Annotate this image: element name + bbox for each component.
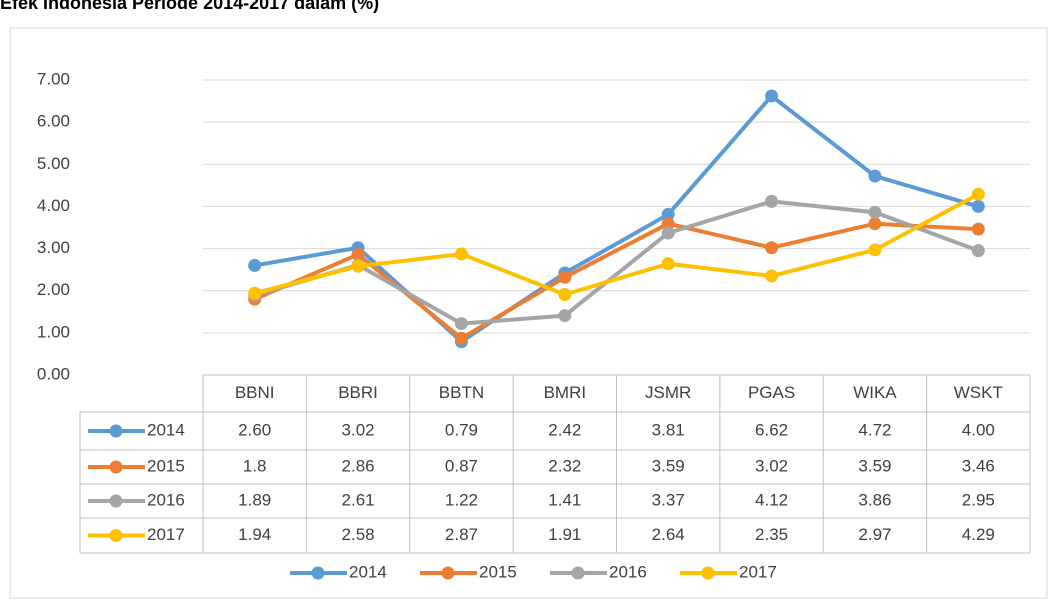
marker: [454, 317, 468, 331]
table-cell: 1.89: [238, 490, 271, 509]
chart-border: [9, 27, 1048, 599]
x-tick-label: WIKA: [853, 383, 897, 402]
legend-key-marker: [571, 566, 585, 580]
legend-key-marker: [701, 566, 715, 580]
marker: [248, 286, 262, 300]
x-tick-label: WSKT: [954, 383, 1003, 402]
marker: [765, 194, 779, 208]
marker: [765, 241, 779, 255]
marker: [765, 269, 779, 283]
legend-key-marker: [311, 566, 325, 580]
table-cell: 1.94: [238, 525, 271, 544]
marker: [971, 187, 985, 201]
table-cell: 2.95: [962, 490, 995, 509]
table-cell: 2.35: [755, 525, 788, 544]
table-cell: 4.72: [858, 420, 891, 439]
marker: [868, 217, 882, 231]
y-tick-label: 5.00: [37, 154, 70, 173]
marker: [351, 247, 365, 261]
legend-label: 2015: [479, 562, 517, 581]
table-cell: 3.02: [342, 420, 375, 439]
legend-label: 2017: [147, 525, 185, 544]
table-cell: 3.02: [755, 456, 788, 475]
marker: [971, 244, 985, 258]
marker: [351, 259, 365, 273]
table-cell: 2.58: [342, 525, 375, 544]
x-tick-label: BBRI: [338, 383, 378, 402]
table-cell: 1.22: [445, 490, 478, 509]
x-tick-label: PGAS: [748, 383, 795, 402]
y-tick-label: 1.00: [37, 322, 70, 341]
marker: [454, 247, 468, 261]
marker: [661, 257, 675, 271]
legend-key-marker: [109, 460, 123, 474]
table-cell: 2.97: [858, 525, 891, 544]
y-tick-label: 0.00: [37, 364, 70, 383]
series-line: [254, 199, 980, 326]
legend-label: 2016: [609, 562, 647, 581]
y-tick-label: 3.00: [37, 238, 70, 257]
x-tick-label: BBNI: [235, 383, 275, 402]
y-tick-label: 4.00: [37, 196, 70, 215]
legend-label: 2017: [739, 562, 777, 581]
series-line: [253, 221, 979, 341]
table-cell: 2.61: [342, 490, 375, 509]
marker: [558, 309, 572, 323]
x-tick-label: BMRI: [544, 383, 587, 402]
legend-key-marker: [109, 494, 123, 508]
table-cell: 1.91: [548, 525, 581, 544]
table-cell: 2.87: [445, 525, 478, 544]
x-tick-label: BBTN: [439, 383, 484, 402]
marker: [868, 205, 882, 219]
marker: [765, 89, 779, 103]
table-cell: 3.86: [858, 490, 891, 509]
marker: [868, 169, 882, 183]
table-cell: 3.59: [858, 456, 891, 475]
series-line: [254, 192, 980, 297]
y-tick-label: 7.00: [37, 69, 70, 88]
marker: [868, 243, 882, 257]
table-cell: 4.29: [962, 525, 995, 544]
marker: [661, 207, 675, 221]
table-cell: 2.42: [548, 420, 581, 439]
marker: [661, 226, 675, 240]
table-cell: 2.32: [548, 456, 581, 475]
chart-title: Efek Indonesia Periode 2014-2017 dalam (…: [0, 0, 379, 13]
table-cell: 3.59: [652, 456, 685, 475]
marker: [248, 258, 262, 272]
legend-key-marker: [109, 529, 123, 542]
table-cell: 3.37: [652, 490, 685, 509]
marker: [558, 270, 572, 284]
marker: [661, 217, 675, 231]
legend-label: 2014: [349, 562, 387, 581]
marker: [558, 288, 572, 302]
table-cell: 1.8: [243, 456, 267, 475]
marker: [454, 331, 468, 345]
table-cell: 3.46: [962, 456, 995, 475]
legend-label: 2016: [147, 490, 185, 509]
legend-label: 2014: [147, 420, 185, 439]
table-cell: 1.41: [548, 490, 581, 509]
x-tick-label: JSMR: [645, 383, 691, 402]
table-cell: 2.64: [652, 525, 685, 544]
table-cell: 0.87: [445, 456, 478, 475]
legend-key-marker: [441, 566, 455, 580]
table-cell: 2.60: [238, 420, 271, 439]
table-cell: 6.62: [755, 420, 788, 439]
table-cell: 2.86: [342, 456, 375, 475]
legend-label: 2015: [147, 456, 185, 475]
legend-key-marker: [109, 424, 123, 438]
y-tick-label: 2.00: [37, 280, 70, 299]
table-cell: 4.00: [962, 420, 995, 439]
marker: [971, 199, 985, 213]
table-cell: 3.81: [652, 420, 685, 439]
marker: [971, 222, 985, 236]
table-cell: 0.79: [445, 420, 478, 439]
y-tick-label: 6.00: [37, 112, 70, 131]
table-cell: 4.12: [755, 490, 788, 509]
